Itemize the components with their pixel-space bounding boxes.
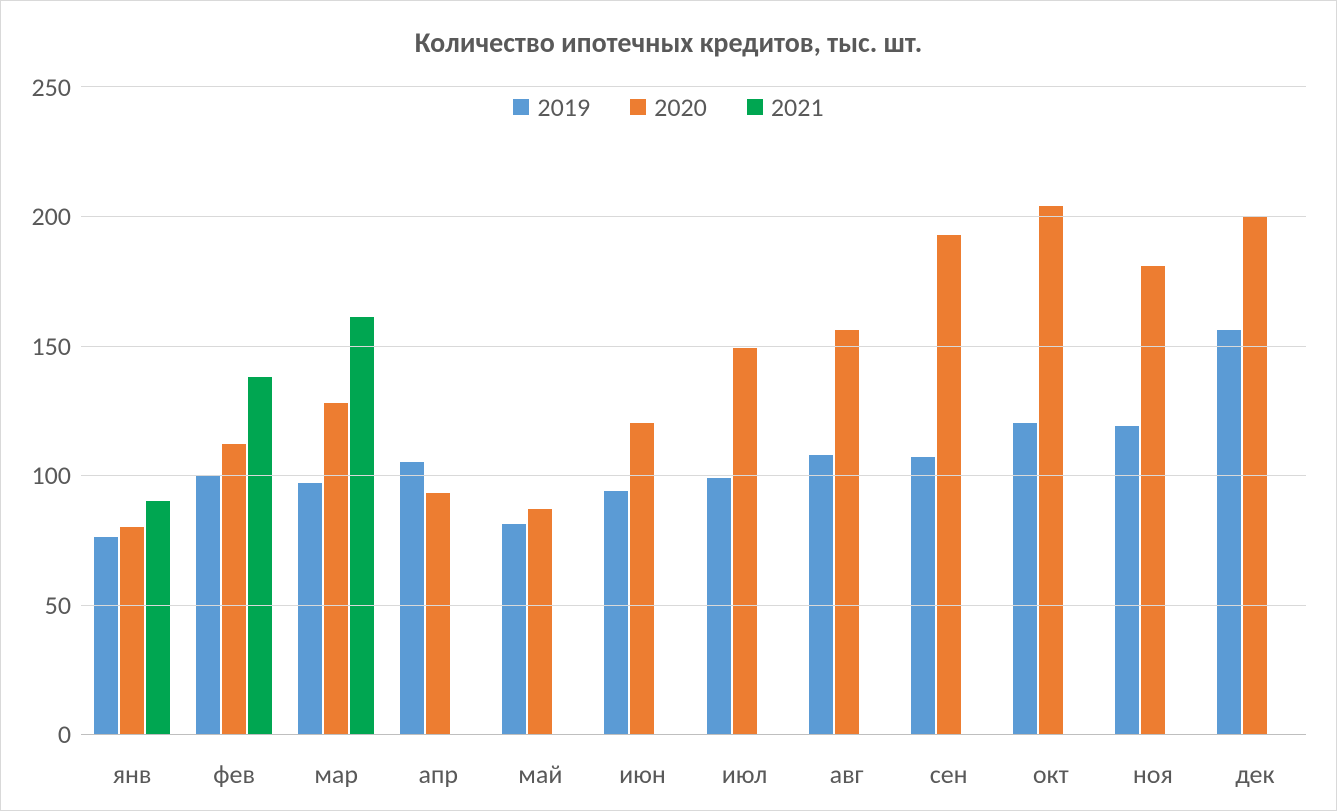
y-tick-label: 100 — [21, 459, 71, 491]
bar — [1013, 423, 1037, 734]
category-group — [1102, 87, 1204, 734]
bar — [426, 493, 450, 734]
bar — [324, 403, 348, 734]
x-tick-label: апр — [387, 758, 489, 790]
x-axis-labels: янвфевмарапрмайиюниюлавгсеноктноядек — [81, 758, 1306, 790]
bar — [502, 524, 526, 734]
y-tick-label: 50 — [21, 589, 71, 621]
gridline — [81, 475, 1306, 476]
x-tick-label: июл — [693, 758, 795, 790]
category-group — [898, 87, 1000, 734]
category-group — [81, 87, 183, 734]
bar — [937, 235, 961, 734]
y-tick-label: 200 — [21, 200, 71, 232]
bar — [1115, 426, 1139, 734]
bar — [1217, 330, 1241, 734]
x-tick-label: окт — [1000, 758, 1102, 790]
bar — [248, 377, 272, 734]
bar — [1141, 266, 1165, 734]
chart-container: Количество ипотечных кредитов, тыс. шт. … — [0, 0, 1337, 811]
y-tick-label: 0 — [21, 718, 71, 750]
gridline — [81, 346, 1306, 347]
y-tick-label: 250 — [21, 71, 71, 103]
x-tick-label: сен — [898, 758, 1000, 790]
bar — [707, 478, 731, 734]
bars-layer — [81, 87, 1306, 734]
x-tick-label: авг — [796, 758, 898, 790]
category-group — [693, 87, 795, 734]
x-tick-label: май — [489, 758, 591, 790]
x-tick-label: дек — [1204, 758, 1306, 790]
category-group — [285, 87, 387, 734]
bar — [809, 455, 833, 735]
category-group — [1204, 87, 1306, 734]
bar — [94, 537, 118, 734]
bar — [400, 462, 424, 734]
bar — [911, 457, 935, 734]
bar — [298, 483, 322, 734]
plot-area: 050100150200250 — [81, 86, 1306, 735]
category-group — [1000, 87, 1102, 734]
bar — [120, 527, 144, 734]
category-group — [591, 87, 693, 734]
x-tick-label: янв — [81, 758, 183, 790]
category-group — [183, 87, 285, 734]
x-tick-label: мар — [285, 758, 387, 790]
gridline — [81, 216, 1306, 217]
category-group — [387, 87, 489, 734]
chart-title: Количество ипотечных кредитов, тыс. шт. — [1, 25, 1336, 60]
bar — [604, 491, 628, 734]
category-group — [796, 87, 898, 734]
x-tick-label: июн — [591, 758, 693, 790]
bar — [350, 317, 374, 734]
bar — [222, 444, 246, 734]
bar — [528, 509, 552, 734]
bar — [733, 348, 757, 734]
bar — [146, 501, 170, 734]
bar — [1039, 206, 1063, 734]
bar — [835, 330, 859, 734]
category-group — [489, 87, 591, 734]
x-tick-label: фев — [183, 758, 285, 790]
bar — [630, 423, 654, 734]
x-tick-label: ноя — [1102, 758, 1204, 790]
y-tick-label: 150 — [21, 330, 71, 362]
gridline — [81, 605, 1306, 606]
